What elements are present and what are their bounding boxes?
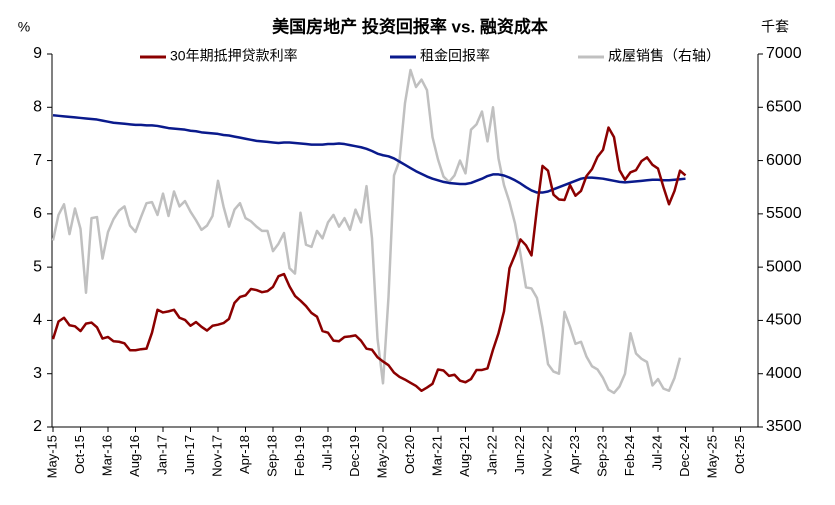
y2-tick-label: 5000 — [766, 258, 802, 275]
x-tick-label: Feb-19 — [292, 435, 307, 476]
x-tick-label: May-20 — [374, 435, 389, 478]
x-tick-label: May-25 — [704, 435, 719, 478]
legend-label: 30年期抵押贷款利率 — [170, 48, 298, 64]
x-tick-label: Aug-21 — [457, 435, 472, 477]
x-tick-label: Feb-24 — [622, 435, 637, 476]
x-tick-label: Oct-15 — [72, 435, 87, 474]
x-tick-label: Jan-17 — [154, 435, 169, 475]
x-tick-label: Dec-19 — [347, 435, 362, 477]
y2-tick-label: 6500 — [766, 99, 802, 116]
y-tick-label: 8 — [33, 99, 42, 116]
y-tick-label: 2 — [33, 418, 42, 435]
y-axis-label: % — [18, 19, 30, 35]
x-tick-label: Nov-17 — [209, 435, 224, 477]
y-tick-label: 4 — [33, 312, 42, 329]
x-tick-label: Oct-25 — [732, 435, 747, 474]
y-tick-label: 5 — [33, 258, 42, 275]
x-tick-label: Jun-17 — [182, 435, 197, 475]
y2-tick-label: 3500 — [766, 418, 802, 435]
x-tick-label: Jul-19 — [319, 435, 334, 470]
x-tick-label: Mar-21 — [429, 435, 444, 476]
y2-tick-label: 7000 — [766, 45, 802, 62]
y2-tick-label: 4500 — [766, 312, 802, 329]
series-line — [51, 68, 682, 395]
legend-label: 成屋销售（右轴） — [608, 48, 720, 64]
x-tick-label: Mar-16 — [99, 435, 114, 476]
series-line — [52, 114, 686, 194]
chart-title: 美国房地产 投资回报率 vs. 融资成本 — [272, 16, 548, 36]
series-line — [51, 126, 687, 393]
x-tick-label: Jan-22 — [484, 435, 499, 475]
y2-tick-label: 6000 — [766, 152, 802, 169]
x-tick-label: Sep-23 — [594, 435, 609, 477]
y-tick-label: 7 — [33, 152, 42, 169]
x-tick-label: Oct-20 — [402, 435, 417, 474]
x-tick-label: Aug-16 — [127, 435, 142, 477]
x-tick-label: Sep-18 — [264, 435, 279, 477]
legend-label: 租金回报率 — [420, 48, 490, 64]
y-tick-label: 9 — [33, 45, 42, 62]
x-tick-label: Jun-22 — [512, 435, 527, 475]
x-tick-label: Dec-24 — [677, 435, 692, 477]
x-tick-label: Jul-24 — [649, 435, 664, 470]
y-tick-label: 3 — [33, 365, 42, 382]
x-tick-label: May-15 — [44, 435, 59, 478]
y2-tick-label: 5500 — [766, 205, 802, 222]
y-tick-label: 6 — [33, 205, 42, 222]
y2-tick-label: 4000 — [766, 365, 802, 382]
x-tick-label: Nov-22 — [539, 435, 554, 477]
x-tick-label: Apr-23 — [567, 435, 582, 474]
x-tick-label: Apr-18 — [237, 435, 252, 474]
y2-axis-label: 千套 — [761, 19, 789, 35]
